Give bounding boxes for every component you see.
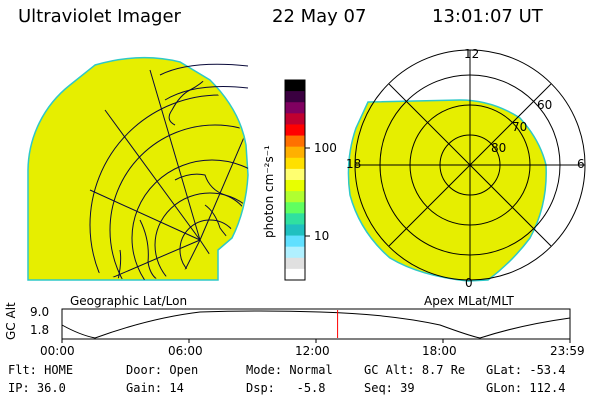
status-dsp: Dsp: -5.8 — [246, 381, 326, 395]
status-ip: IP: 36.0 — [8, 381, 66, 395]
colorbar — [284, 79, 310, 281]
colorbar-cell — [285, 146, 305, 159]
colorbar-cell — [285, 80, 305, 92]
status-gc-alt: GC Alt: 8.7 Re — [364, 363, 466, 377]
mlat-label-70: 70 — [512, 120, 528, 134]
app-title: Ultraviolet Imager — [18, 6, 181, 27]
colorbar-cell — [285, 268, 305, 281]
status-dsp-value: -5.8 — [296, 381, 326, 395]
date-label: 22 May 07 — [272, 6, 367, 27]
status-door: Door: Open — [126, 363, 199, 377]
mlat-label-80: 80 — [491, 141, 507, 155]
status-gain-value: 14 — [169, 381, 184, 395]
altitude-xtick-2359: 23:59 — [550, 344, 585, 358]
colorbar-unit-label: photon cm⁻²s⁻¹ — [262, 145, 276, 238]
colorbar-cell — [285, 224, 305, 237]
altitude-ytick-low: 1.8 — [30, 323, 50, 337]
magnetic-polar-image — [347, 49, 586, 282]
altitude-curve — [61, 310, 571, 339]
right-panel-caption: Apex MLat/MLT — [424, 294, 514, 308]
grid-outer-arcs — [159, 63, 249, 101]
polar-grid — [354, 49, 586, 281]
status-ip-value: 36.0 — [36, 381, 66, 395]
altitude-xtick-0000: 00:00 — [40, 344, 75, 358]
status-seq: Seq: 39 — [364, 381, 415, 395]
colorbar-cell — [285, 135, 305, 148]
status-flt: Flt: HOME — [8, 363, 74, 377]
altitude-ylabel: GC Alt — [4, 302, 18, 340]
status-glon-value: 112.4 — [529, 381, 566, 395]
status-door-value: Open — [169, 363, 199, 377]
colorbar-cell — [285, 191, 305, 203]
left-aurora-fill — [27, 56, 249, 281]
altitude-plot — [61, 308, 571, 343]
altitude-xtick-1200: 12:00 — [295, 344, 330, 358]
right-aurora-fill — [347, 99, 547, 282]
altitude-xtick-0600: 06:00 — [168, 344, 203, 358]
colorbar-cell — [285, 257, 305, 270]
status-mode: Mode: Normal — [246, 363, 333, 377]
status-glat: GLat: -53.4 — [486, 363, 566, 377]
colorbar-cell — [285, 180, 305, 192]
status-flt-value: HOME — [44, 363, 74, 377]
colorbar-cell — [285, 124, 305, 137]
colorbar-cell — [285, 202, 305, 214]
mlat-label-60: 60 — [537, 98, 553, 112]
left-panel-caption: Geographic Lat/Lon — [70, 294, 188, 308]
colorbar-cell — [285, 168, 305, 181]
colorbar-tick-100: 100 — [314, 141, 337, 155]
status-glon: GLon: 112.4 — [486, 381, 566, 395]
colorbar-tick-10: 10 — [314, 229, 330, 243]
mlt-label-6: 6 — [577, 157, 585, 171]
status-glat-value: -53.4 — [529, 363, 566, 377]
mlt-label-18: 18 — [346, 157, 362, 171]
mlt-label-12: 12 — [464, 47, 480, 61]
time-label: 13:01:07 UT — [432, 6, 543, 27]
colorbar-cell — [285, 235, 305, 248]
status-gc-alt-value: 8.7 Re — [421, 363, 466, 377]
colorbar-cell — [285, 102, 305, 114]
colorbar-cell — [285, 246, 305, 259]
altitude-xtick-1800: 18:00 — [422, 344, 457, 358]
altitude-ytick-high: 9.0 — [30, 305, 50, 319]
colorbar-cell — [285, 213, 305, 225]
geographic-image — [27, 56, 249, 281]
colorbar-cell — [285, 91, 305, 103]
status-mode-value: Normal — [289, 363, 333, 377]
status-seq-value: 39 — [400, 381, 415, 395]
mlt-label-0: 0 — [465, 276, 473, 290]
colorbar-cell — [285, 157, 305, 170]
colorbar-cell — [285, 113, 305, 125]
status-gain: Gain: 14 — [126, 381, 184, 395]
